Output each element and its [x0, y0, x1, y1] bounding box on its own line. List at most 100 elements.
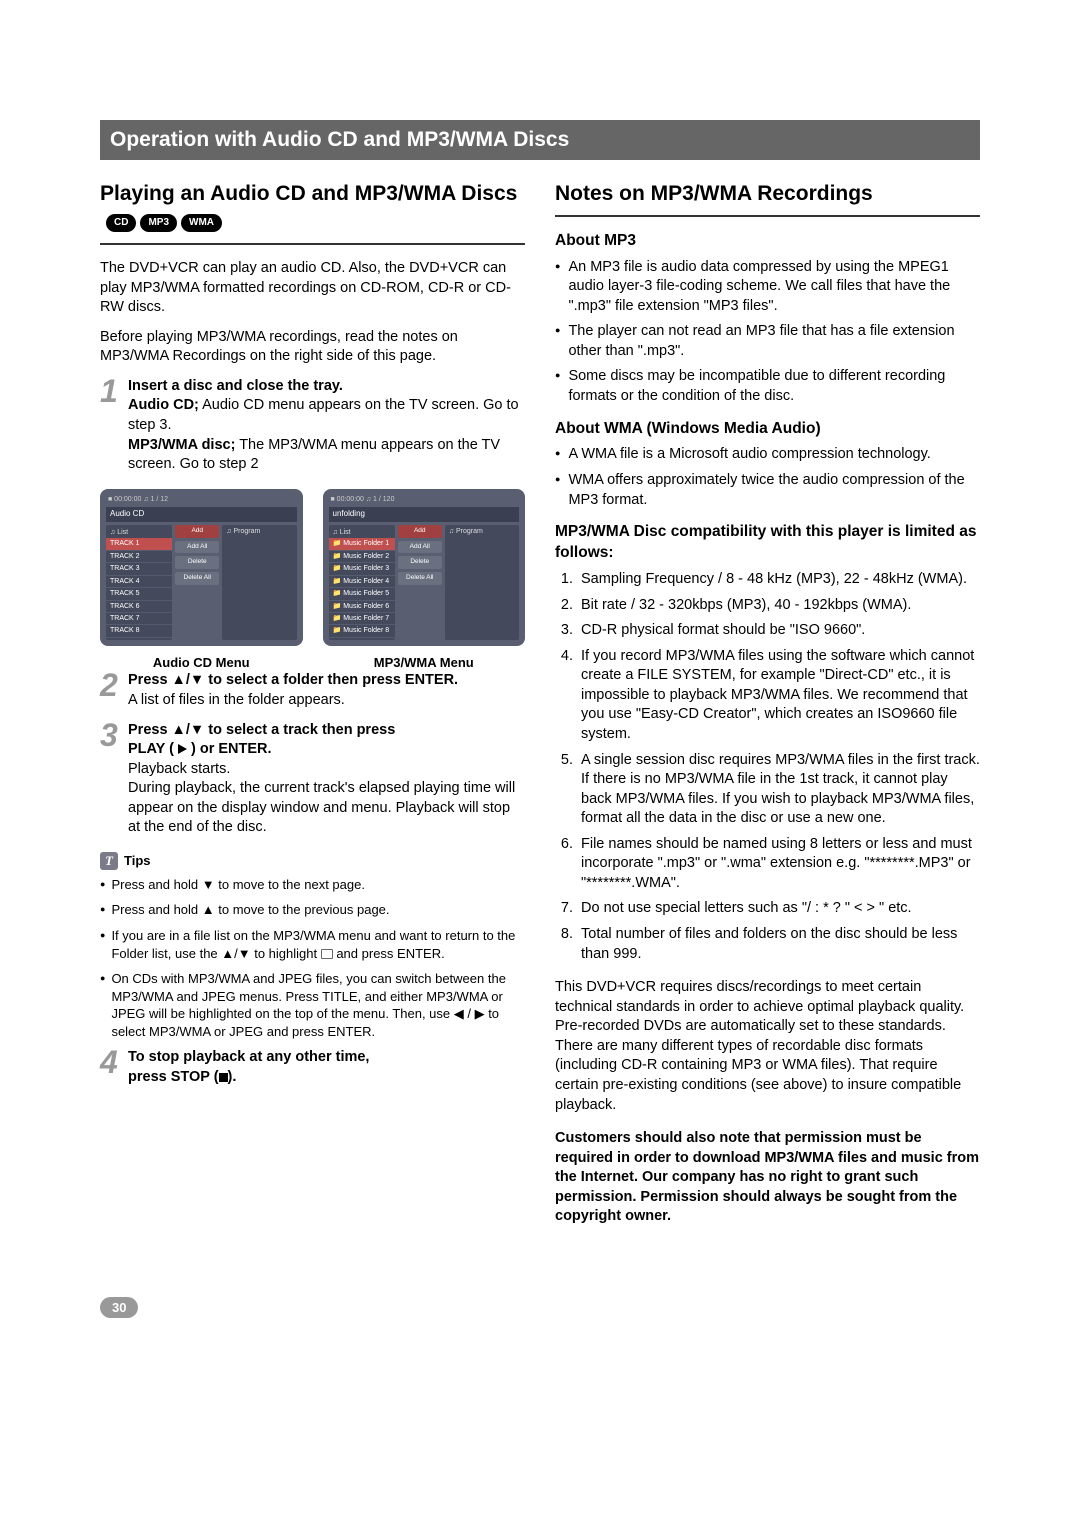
step-3: 3 Press ▲/▼ to select a track then press…: [100, 721, 525, 838]
menu2-caption: MP3/WMA Menu: [323, 654, 526, 672]
menu2-item: Music Folder 1: [329, 538, 395, 550]
menu-pair: ■ 00:00:00 ♫ 1 / 12 Audio CD ♫ List TRAC…: [100, 489, 525, 646]
about-wma-head: About WMA (Windows Media Audio): [555, 419, 980, 440]
menu2-item: Music Folder 2: [329, 551, 395, 563]
tips-title: Tips: [124, 852, 151, 870]
about-mp3-item: The player can not read an MP3 file that…: [555, 322, 980, 361]
step-4: 4 To stop playback at any other time, pr…: [100, 1048, 525, 1087]
tip-item: If you are in a file list on the MP3/WMA…: [100, 927, 525, 962]
return-icon: [321, 949, 333, 959]
step-1-lead: Insert a disc and close the tray.: [128, 377, 525, 397]
about-mp3-item: An MP3 file is audio data compressed by …: [555, 258, 980, 317]
compat-list: Sampling Frequency / 8 - 48 kHz (MP3), 2…: [555, 570, 980, 964]
step-3-lead: Press ▲/▼ to select a track then press P…: [128, 721, 525, 760]
compat-item: Sampling Frequency / 8 - 48 kHz (MP3), 2…: [577, 570, 980, 590]
compat-item: A single session disc requires MP3/WMA f…: [577, 751, 980, 829]
play-icon: [178, 744, 187, 754]
menu1-track: TRACK 3: [106, 563, 172, 575]
audio-cd-menu: ■ 00:00:00 ♫ 1 / 12 Audio CD ♫ List TRAC…: [100, 489, 303, 646]
menu1-list: ♫ List TRACK 1 TRACK 2 TRACK 3 TRACK 4 T…: [106, 525, 172, 640]
step-2-number: 2: [100, 671, 122, 700]
tip-item: Press and hold ▲ to move to the previous…: [100, 901, 525, 919]
right-column: Notes on MP3/WMA Recordings About MP3 An…: [555, 180, 980, 1237]
about-wma-list: A WMA file is a Microsoft audio compress…: [555, 445, 980, 510]
about-mp3-item: Some discs may be incompatible due to di…: [555, 367, 980, 406]
about-wma-item: WMA offers approximately twice the audio…: [555, 471, 980, 510]
tips-header: T Tips: [100, 852, 525, 870]
page-number: 30: [100, 1297, 138, 1319]
left-title-text: Playing an Audio CD and MP3/WMA Discs: [100, 182, 517, 205]
menu1-caption: Audio CD Menu: [100, 654, 303, 672]
menu2-item: Music Folder 7: [329, 613, 395, 625]
compat-item: Bit rate / 32 - 320kbps (MP3), 40 - 192k…: [577, 596, 980, 616]
step-1-audio-cd: Audio CD; Audio CD menu appears on the T…: [128, 396, 525, 435]
menu1-addall: Add All: [175, 541, 219, 554]
format-pills: CD MP3 WMA: [106, 214, 222, 232]
left-title: Playing an Audio CD and MP3/WMA Discs CD…: [100, 180, 525, 245]
menu1-track: TRACK 5: [106, 588, 172, 600]
section-header: Operation with Audio CD and MP3/WMA Disc…: [100, 120, 980, 160]
menu2-item: Music Folder 4: [329, 576, 395, 588]
compat-head: MP3/WMA Disc compatibility with this pla…: [555, 522, 980, 564]
menu1-title: Audio CD: [106, 507, 297, 522]
intro-paragraph-2: Before playing MP3/WMA recordings, read …: [100, 328, 525, 367]
tips-list: Press and hold ▼ to move to the next pag…: [100, 876, 525, 1040]
about-wma-item: A WMA file is a Microsoft audio compress…: [555, 445, 980, 465]
tips-icon: T: [100, 852, 118, 870]
menu1-side: Add Add All Delete Delete All: [175, 525, 219, 640]
menu2-side: Add Add All Delete Delete All: [398, 525, 442, 640]
compat-item: Do not use special letters such as "/ : …: [577, 899, 980, 919]
compat-item: File names should be named using 8 lette…: [577, 835, 980, 894]
right-title: Notes on MP3/WMA Recordings: [555, 180, 980, 216]
compat-item: If you record MP3/WMA files using the so…: [577, 647, 980, 745]
menu1-track: TRACK 4: [106, 576, 172, 588]
menu2-title: unfolding: [329, 507, 520, 522]
stop-icon: [219, 1073, 228, 1082]
menu1-deleteall: Delete All: [175, 572, 219, 585]
tip-item: Press and hold ▼ to move to the next pag…: [100, 876, 525, 894]
menu1-add: Add: [175, 525, 219, 538]
step-1: 1 Insert a disc and close the tray. Audi…: [100, 377, 525, 475]
step-2: 2 Press ▲/▼ to select a folder then pres…: [100, 671, 525, 710]
step-4-lead: To stop playback at any other time, pres…: [128, 1048, 525, 1087]
menu1-track: TRACK 8: [106, 625, 172, 637]
step-3-body-2: During playback, the current track's ela…: [128, 779, 525, 838]
menu1-track: TRACK 7: [106, 613, 172, 625]
menu2-item: Music Folder 3: [329, 563, 395, 575]
compat-item: Total number of files and folders on the…: [577, 925, 980, 964]
menu2-program: ♫ Program: [445, 525, 519, 640]
menu1-track: TRACK 2: [106, 551, 172, 563]
menu2-top: ■ 00:00:00 ♫ 1 / 120: [329, 495, 520, 504]
menu1-track: TRACK 6: [106, 601, 172, 613]
step-1-mp3wma: MP3/WMA disc; The MP3/WMA menu appears o…: [128, 436, 525, 475]
step-4-number: 4: [100, 1048, 122, 1077]
pill-cd: CD: [106, 214, 136, 232]
menu2-add: Add: [398, 525, 442, 538]
right-paragraph: This DVD+VCR requires discs/recordings t…: [555, 978, 980, 1115]
menu2-item: Music Folder 5: [329, 588, 395, 600]
menu2-item: Music Folder 8: [329, 625, 395, 637]
pill-mp3: MP3: [140, 214, 177, 232]
menu2-list: ♫ List Music Folder 1 Music Folder 2 Mus…: [329, 525, 395, 640]
right-bold-paragraph: Customers should also note that permissi…: [555, 1129, 980, 1227]
step-2-body: A list of files in the folder appears.: [128, 691, 525, 711]
compat-item: CD-R physical format should be "ISO 9660…: [577, 621, 980, 641]
about-mp3-head: About MP3: [555, 231, 980, 252]
pill-wma: WMA: [181, 214, 222, 232]
step-3-number: 3: [100, 721, 122, 750]
menu-captions: Audio CD Menu MP3/WMA Menu: [100, 654, 525, 672]
menu1-track: TRACK 1: [106, 538, 172, 550]
step-2-lead: Press ▲/▼ to select a folder then press …: [128, 672, 458, 688]
menu2-item: Music Folder 6: [329, 601, 395, 613]
menu2-addall: Add All: [398, 541, 442, 554]
menu1-program: ♫ Program: [222, 525, 296, 640]
step-3-body-1: Playback starts.: [128, 760, 525, 780]
menu1-top: ■ 00:00:00 ♫ 1 / 12: [106, 495, 297, 504]
about-mp3-list: An MP3 file is audio data compressed by …: [555, 258, 980, 407]
tip-item: On CDs with MP3/WMA and JPEG files, you …: [100, 970, 525, 1040]
step-1-number: 1: [100, 377, 122, 406]
left-column: Playing an Audio CD and MP3/WMA Discs CD…: [100, 180, 525, 1237]
menu2-delete: Delete: [398, 556, 442, 569]
intro-paragraph-1: The DVD+VCR can play an audio CD. Also, …: [100, 259, 525, 318]
menu1-delete: Delete: [175, 556, 219, 569]
